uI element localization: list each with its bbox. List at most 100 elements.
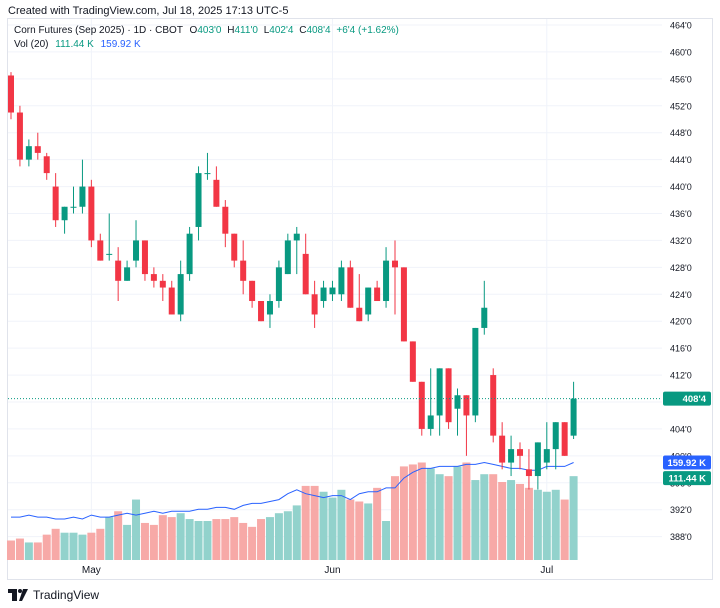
volume-bar[interactable] xyxy=(417,462,426,561)
volume-bar[interactable] xyxy=(212,519,221,560)
volume-bar[interactable] xyxy=(355,501,364,561)
volume-bar[interactable] xyxy=(399,466,408,560)
candle-body[interactable] xyxy=(79,186,86,207)
candle-body[interactable] xyxy=(150,274,157,281)
candle-body[interactable] xyxy=(436,368,443,416)
volume-bar[interactable] xyxy=(167,517,176,560)
candle-body[interactable] xyxy=(525,469,532,477)
candle-body[interactable] xyxy=(133,240,140,261)
candle-body[interactable] xyxy=(418,381,425,429)
candle-body[interactable] xyxy=(543,449,550,463)
symbol-title[interactable]: Corn Futures (Sep 2025) · 1D · CBOT xyxy=(14,25,183,36)
candle-body[interactable] xyxy=(320,287,327,302)
candle-body[interactable] xyxy=(240,260,247,281)
volume-bar[interactable] xyxy=(453,466,462,560)
volume-bar[interactable] xyxy=(42,534,51,560)
candle-body[interactable] xyxy=(159,280,166,288)
volume-bar[interactable] xyxy=(203,521,212,560)
volume-bar[interactable] xyxy=(7,540,15,561)
volume-bar[interactable] xyxy=(364,503,373,560)
volume-bar[interactable] xyxy=(408,464,417,560)
candle-body[interactable] xyxy=(463,395,470,416)
volume-bar[interactable] xyxy=(471,480,480,560)
volume-bar[interactable] xyxy=(248,526,257,560)
candle-body[interactable] xyxy=(472,327,479,416)
volume-bar[interactable] xyxy=(328,497,337,560)
volume-bar[interactable] xyxy=(507,480,516,560)
candle-body[interactable] xyxy=(561,422,568,456)
candle-body[interactable] xyxy=(275,267,282,302)
volume-bar[interactable] xyxy=(140,522,149,560)
candle-body[interactable] xyxy=(490,375,497,436)
volume-bar[interactable] xyxy=(382,521,391,560)
volume-bar[interactable] xyxy=(560,499,569,560)
candle-body[interactable] xyxy=(106,253,113,255)
candle-body[interactable] xyxy=(177,274,184,315)
volume-bar[interactable] xyxy=(123,524,132,560)
candle-body[interactable] xyxy=(124,267,131,281)
volume-bar[interactable] xyxy=(51,528,60,560)
candle-body[interactable] xyxy=(16,112,23,160)
candle-body[interactable] xyxy=(329,287,336,295)
candle-body[interactable] xyxy=(115,260,122,281)
volume-bar[interactable] xyxy=(319,491,328,560)
volume-bar[interactable] xyxy=(15,538,24,560)
volume-bar[interactable] xyxy=(265,517,274,560)
candle-body[interactable] xyxy=(34,146,41,153)
volume-bar[interactable] xyxy=(69,532,78,560)
volume-bar[interactable] xyxy=(516,483,525,560)
volume-bar[interactable] xyxy=(489,474,498,560)
candle-body[interactable] xyxy=(517,449,524,456)
volume-bar[interactable] xyxy=(24,542,33,560)
volume-bar[interactable] xyxy=(185,519,194,560)
volume-bar[interactable] xyxy=(542,491,551,560)
volume-bar[interactable] xyxy=(60,532,69,560)
candle-body[interactable] xyxy=(481,307,488,328)
volume-bar[interactable] xyxy=(194,521,203,560)
candle-body[interactable] xyxy=(374,287,381,302)
candle-body[interactable] xyxy=(97,240,104,261)
volume-bar[interactable] xyxy=(390,476,399,560)
volume-bar[interactable] xyxy=(301,485,310,560)
candle-body[interactable] xyxy=(508,449,515,463)
volume-bar[interactable] xyxy=(158,515,167,560)
volume-bar[interactable] xyxy=(551,489,560,560)
candle-body[interactable] xyxy=(391,260,398,268)
candle-body[interactable] xyxy=(311,294,318,315)
candle-body[interactable] xyxy=(552,422,559,450)
candle-body[interactable] xyxy=(61,206,68,221)
volume-bar[interactable] xyxy=(498,482,507,560)
candle-body[interactable] xyxy=(43,156,50,174)
volume-bar[interactable] xyxy=(149,524,158,560)
candle-body[interactable] xyxy=(222,206,229,234)
candle-body[interactable] xyxy=(454,395,461,409)
volume-bar[interactable] xyxy=(462,462,471,561)
volume-bar[interactable] xyxy=(105,517,114,560)
candle-body[interactable] xyxy=(141,240,148,275)
candle-body[interactable] xyxy=(266,301,273,315)
candle-body[interactable] xyxy=(356,307,363,322)
volume-bar[interactable] xyxy=(426,468,435,560)
volume-bar[interactable] xyxy=(230,517,239,560)
candle-body[interactable] xyxy=(8,75,14,113)
volume-bar[interactable] xyxy=(444,476,453,560)
candle-body[interactable] xyxy=(383,260,390,302)
volume-bar[interactable] xyxy=(524,487,533,560)
volume-bar[interactable] xyxy=(533,489,542,560)
volume-bar[interactable] xyxy=(114,511,123,560)
candle-body[interactable] xyxy=(195,173,202,227)
candle-body[interactable] xyxy=(258,301,265,322)
volume-bar[interactable] xyxy=(274,513,283,560)
candle-body[interactable] xyxy=(70,206,77,208)
candle-body[interactable] xyxy=(427,415,434,429)
volume-bar[interactable] xyxy=(337,489,346,560)
volume-bar[interactable] xyxy=(257,519,266,560)
candle-body[interactable] xyxy=(231,233,238,261)
volume-bar[interactable] xyxy=(176,513,185,560)
volume-bar[interactable] xyxy=(569,476,578,560)
volume-bar[interactable] xyxy=(132,499,141,560)
volume-bar[interactable] xyxy=(480,474,489,560)
candle-body[interactable] xyxy=(365,287,372,315)
candle-body[interactable] xyxy=(88,186,95,241)
